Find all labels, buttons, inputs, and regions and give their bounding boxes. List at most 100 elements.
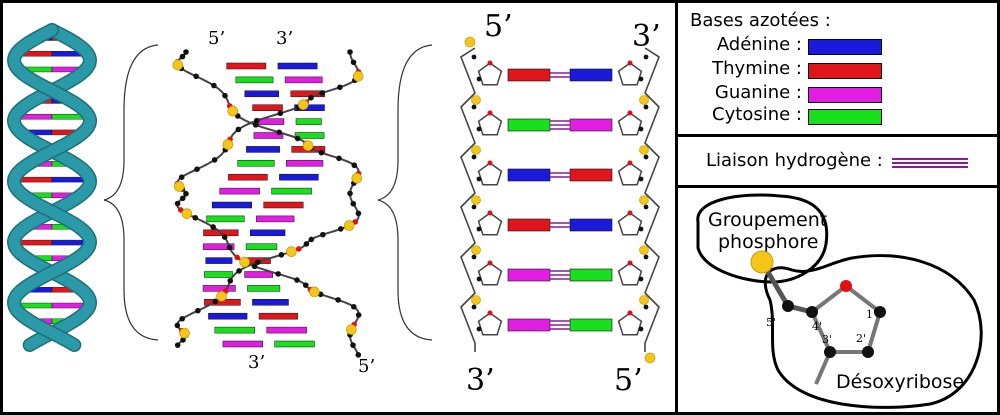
helix-strand-1 bbox=[8, 24, 96, 351]
mol-base-1-b bbox=[284, 76, 323, 84]
mol-strand-2-atom-64 bbox=[178, 174, 185, 180]
mol-strand-2-phosphate-110 bbox=[239, 256, 250, 268]
legend-swatch-adenine bbox=[808, 39, 882, 55]
hbond-legend-label: Liaison hydrogène : bbox=[706, 150, 883, 171]
mol-base-13-b bbox=[245, 243, 278, 250]
mol-base-11-b bbox=[256, 215, 295, 223]
legend-label-cytosine: Cytosine : bbox=[712, 104, 802, 125]
carbon-5-label: 5' bbox=[766, 316, 776, 329]
ladder-sugar-oxygen-1-l bbox=[487, 110, 493, 116]
legend-divider-2 bbox=[675, 185, 1000, 188]
mol-strand-2-atom-16 bbox=[337, 84, 343, 91]
ladder-sugar-0-l bbox=[477, 62, 503, 86]
carbon-2-label: 2' bbox=[856, 332, 866, 345]
mol-base-0-a bbox=[226, 62, 267, 70]
ladder-link-carbon-3-l bbox=[471, 204, 477, 210]
mol-strand-1-phosphate-110 bbox=[286, 246, 297, 257]
mol-strand-1-atom-24 bbox=[222, 92, 228, 99]
mol-strand-2-atom-160 bbox=[355, 352, 362, 358]
mol-base-17-b bbox=[252, 299, 289, 306]
mol-base-1-a bbox=[235, 76, 274, 84]
ladder-phosphate-2-r bbox=[639, 195, 649, 205]
ladder-sugar-2-l bbox=[477, 162, 503, 186]
ladder-base-4-left bbox=[507, 268, 551, 282]
mol-strand-1-atom-112 bbox=[278, 252, 285, 258]
phosphate-atom bbox=[750, 250, 774, 274]
phosphate-group-label-2: phosphore bbox=[718, 231, 818, 253]
sugar-label: Désoxyribose bbox=[836, 371, 964, 393]
mol-strand-1-phosphate-10 bbox=[172, 59, 184, 71]
mol-strand-2-atom-112 bbox=[251, 263, 258, 270]
sugar-outline bbox=[763, 254, 983, 409]
ladder-link-carbon-4-l bbox=[471, 254, 477, 260]
ladder-phosphate-bottom-right bbox=[644, 352, 656, 364]
ladder-sugar-oxygen-4-l bbox=[487, 260, 493, 266]
mol-base-11-a bbox=[206, 215, 245, 223]
ladder-sugar-carbon-5-r bbox=[638, 326, 644, 332]
legend-swatch-thymine bbox=[808, 63, 882, 79]
mol-strand-2-phosphate-90 bbox=[181, 208, 193, 219]
helix-label-top-right: 3’ bbox=[276, 28, 293, 49]
mol-strand-1-atom-144 bbox=[174, 322, 181, 329]
ladder-base-1-right bbox=[569, 118, 613, 132]
mol-strand-1-atom-76 bbox=[347, 190, 353, 197]
helix-label-top-left: 5’ bbox=[208, 28, 225, 49]
ladder-base-3-right bbox=[569, 218, 613, 232]
ladder-phosphate-4-r bbox=[639, 295, 649, 305]
ladder-base-1-left bbox=[507, 118, 551, 132]
mol-strand-1-atom-84 bbox=[355, 210, 362, 217]
ladder-sugar-2-r bbox=[617, 162, 643, 186]
ladder-label-top-right: 3’ bbox=[632, 19, 661, 54]
mol-strand-2-atom-96 bbox=[210, 224, 216, 230]
ladder-sugar-oxygen-5-r bbox=[627, 310, 633, 316]
ladder-link-carbon-4-r bbox=[643, 254, 649, 260]
ladder-sugar-carbon-5-l bbox=[476, 326, 482, 332]
ladder-sugar-carbon-0-l bbox=[476, 76, 482, 82]
mol-base-19-a bbox=[214, 326, 255, 334]
mol-base-20-b bbox=[274, 340, 315, 348]
mol-strand-1-atom-160 bbox=[174, 342, 181, 348]
mol-base-7-b bbox=[286, 160, 324, 167]
ladder-backbone-left bbox=[460, 47, 476, 352]
mol-strand-2-phosphate-70 bbox=[173, 181, 185, 192]
ladder-sugar-carbon-4-l bbox=[476, 276, 482, 282]
carbon-4-label: 4' bbox=[812, 320, 822, 333]
mol-strand-2-atom-20 bbox=[319, 90, 325, 96]
mol-strand-1-atom-20 bbox=[211, 82, 217, 89]
brace-left bbox=[103, 44, 159, 341]
bases-legend-title: Bases azotées : bbox=[690, 10, 831, 31]
mol-base-18-b bbox=[258, 312, 298, 320]
mol-base-0-b bbox=[277, 62, 318, 70]
mol-strand-2-atom-104 bbox=[226, 244, 233, 251]
ring-oxygen-atom bbox=[840, 280, 852, 292]
dna-ladder bbox=[460, 36, 660, 364]
mol-strand-1-atom-92 bbox=[337, 226, 344, 232]
mol-strand-2-atom-44 bbox=[235, 126, 242, 133]
ladder-label-top-left: 5’ bbox=[484, 9, 513, 44]
mol-strand-2-atom-84 bbox=[174, 200, 181, 207]
ladder-base-2-left bbox=[507, 168, 551, 182]
ladder-base-0-right bbox=[569, 68, 613, 82]
carbon-1-label: 1' bbox=[866, 308, 876, 321]
ladder-sugar-carbon-2-l bbox=[476, 176, 482, 182]
mol-strand-1-atom-36 bbox=[252, 122, 259, 128]
ladder-sugar-5-l bbox=[477, 312, 503, 336]
mol-base-15-a bbox=[204, 271, 233, 278]
mol-base-8-b bbox=[279, 173, 319, 181]
mol-base-16-a bbox=[202, 285, 236, 292]
mol-base-5-b bbox=[294, 132, 325, 139]
ladder-sugar-4-r bbox=[617, 262, 643, 286]
mol-strand-1-atom-104 bbox=[303, 241, 310, 247]
ladder-phosphate-4-l bbox=[471, 295, 481, 305]
ladder-sugar-4-l bbox=[477, 262, 503, 286]
ladder-link-carbon-2-r bbox=[643, 154, 649, 160]
ladder-phosphate-top-left bbox=[464, 36, 476, 48]
ladder-sugar-oxygen-3-r bbox=[627, 210, 633, 216]
legend-label-adenine: Adénine : bbox=[716, 34, 802, 55]
ladder-base-5-right bbox=[569, 318, 613, 332]
ladder-sugar-carbon-3-l bbox=[476, 226, 482, 232]
helix-strand-2 bbox=[8, 24, 96, 351]
ladder-sugar-3-r bbox=[617, 212, 643, 236]
mol-strand-1-phosphate-70 bbox=[351, 172, 363, 184]
